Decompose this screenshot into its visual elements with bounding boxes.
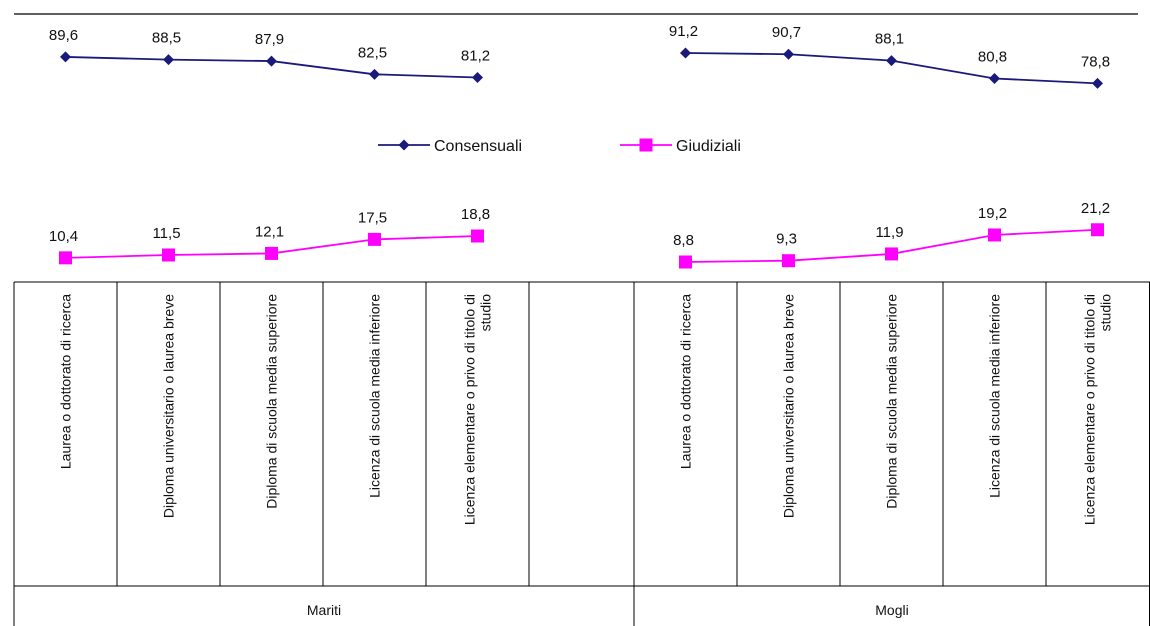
square-marker [162,248,175,262]
square-marker [988,228,1001,242]
diamond-marker [369,68,380,80]
square-marker [471,229,484,243]
diamond-marker [783,48,794,60]
legend-marker [639,138,653,152]
data-label: 78,8 [1081,53,1110,70]
data-label: 81,2 [461,48,490,65]
category-label: studio [478,294,494,332]
data-label: 80,8 [978,48,1007,65]
plot-area: 89,6 88,5 87,9 82,5 81,2 10,4 11,5 12,1 17,5 18,8… [49,23,1110,269]
square-marker [265,246,278,260]
data-label: 11,9 [875,224,903,241]
data-label: 10,4 [49,228,78,245]
group-label: Mogli [875,602,908,618]
diamond-marker [60,51,71,63]
diamond-marker [886,55,897,67]
data-label: 88,1 [875,31,904,48]
data-label: 8,8 [673,232,694,249]
square-marker [782,254,795,268]
category-label: Diploma di scuola media superiore [264,294,280,509]
square-marker [59,251,72,265]
category-label: Diploma universitario o laurea breve [161,294,177,518]
category-label: Laurea o dottorato di ricerca [58,294,74,469]
group-label: Mariti [307,602,341,618]
data-label: 18,8 [461,206,490,223]
category-label: Licenza di scuola media inferiore [987,294,1003,498]
data-label: 9,3 [776,231,797,248]
category-label: Diploma universitario o laurea breve [781,294,797,518]
data-label: 17,5 [358,209,387,226]
diamond-marker [989,72,1000,84]
data-label: 89,6 [49,27,78,44]
diamond-marker [163,54,174,66]
diamond-marker [1092,77,1103,89]
category-label: Licenza di scuola media inferiore [367,294,383,498]
square-marker [679,255,692,269]
diamond-marker [266,55,277,67]
legend: Consensuali Giudiziali [378,138,741,155]
category-label: studio [1098,294,1114,332]
category-axis: Laurea o dottorato di ricerca Diploma uni… [13,281,1150,626]
category-label: Licenza elementare o privo di titolo di [462,294,478,525]
category-label: Laurea o dottorato di ricerca [678,294,694,469]
legend-label: Consensuali [434,138,522,155]
category-label: Licenza elementare o privo di titolo di [1082,294,1098,525]
data-label: 11,5 [152,225,180,242]
data-label: 82,5 [358,44,387,61]
legend-marker [398,139,410,151]
data-label: 19,2 [978,205,1007,222]
data-label: 21,2 [1081,200,1110,217]
square-marker [885,247,898,261]
square-marker [1091,223,1104,237]
diamond-marker [472,72,483,83]
square-marker [368,232,381,246]
diamond-marker [680,47,691,59]
legend-label: Giudiziali [676,138,741,155]
data-label: 91,2 [669,23,698,40]
data-label: 88,5 [152,30,181,47]
category-label: Diploma di scuola media superiore [884,294,900,509]
data-label: 90,7 [772,24,801,41]
data-label: 87,9 [255,31,284,48]
data-label: 12,1 [255,223,284,240]
